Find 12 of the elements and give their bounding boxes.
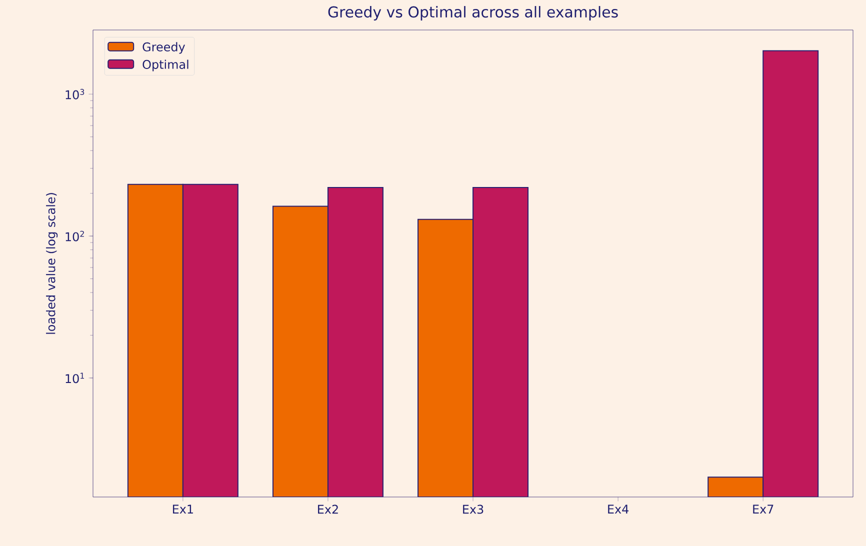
x-tick-label: Ex3 — [463, 504, 484, 514]
y-axis-title: loaded value (log scale) — [46, 193, 58, 334]
x-tick-label: Ex1 — [172, 504, 193, 514]
x-tick-label: Ex4 — [608, 504, 628, 514]
y-tick-label: 10$^{3}$ — [66, 88, 84, 100]
y-tick-label: 10$^{2}$ — [66, 230, 84, 242]
x-tick-label: Ex7 — [753, 504, 774, 514]
y-tick-label: 10$^{1}$ — [66, 372, 84, 384]
chart-title: Greedy vs Optimal across all examples — [328, 6, 618, 20]
legend-label: Optimal — [142, 60, 188, 72]
x-tick-label: Ex2 — [318, 504, 338, 514]
legend-label: Greedy — [142, 42, 186, 54]
